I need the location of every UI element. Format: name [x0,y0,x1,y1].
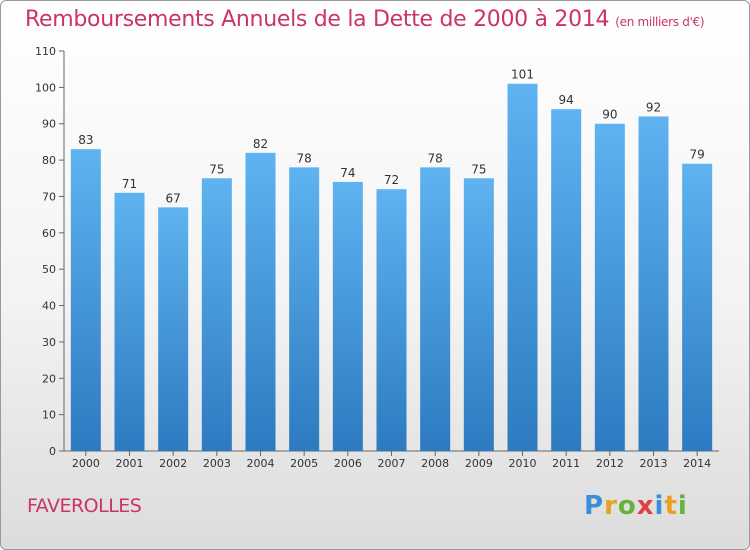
bar [551,109,582,451]
x-tick-label: 2006 [334,457,362,470]
x-tick-label: 2003 [203,457,231,470]
y-tick-label: 110 [35,45,56,58]
y-tick-label: 90 [42,118,56,131]
bar [245,152,276,451]
bar-value-label: 75 [209,162,224,176]
bar [70,149,101,451]
x-tick-label: 2004 [247,457,275,470]
y-tick-label: 20 [42,372,56,385]
bar [463,178,494,452]
bar [158,207,189,451]
chart-axes: 0 10 20 30 40 50 60 70 80 90 100 110 2000 2001 2002 200… [35,45,719,470]
bar [332,181,363,451]
y-tick-label: 60 [42,227,56,240]
y-tick-label: 30 [42,336,56,349]
bar [594,123,625,452]
y-tick-label: 100 [35,81,56,94]
bar-value-label: 78 [428,151,443,165]
x-tick-label: 2000 [72,457,100,470]
bar [376,189,407,451]
bar-value-label: 94 [559,93,574,107]
y-tick-label: 70 [42,190,56,203]
x-tick-label: 2008 [421,457,449,470]
bar-value-label: 101 [511,68,534,82]
bar [114,192,145,451]
bar-value-label: 79 [690,148,705,162]
bar [682,163,713,451]
chart-subtitle: (en milliers d'€) [615,15,705,29]
x-tick-label: 2011 [552,457,580,470]
commune-name: FAVEROLLES [27,495,142,517]
bar-value-label: 75 [471,162,486,176]
y-tick-label: 0 [49,445,56,458]
y-tick-label: 50 [42,263,56,276]
x-tick-label: 2001 [116,457,144,470]
bar [420,167,451,451]
y-tick-label: 80 [42,154,56,167]
proxiti-logo: Proxiti [584,491,688,521]
x-tick-label: 2002 [159,457,187,470]
bar-value-label: 71 [122,177,137,191]
x-tick-label: 2007 [378,457,406,470]
x-tick-label: 2013 [640,457,668,470]
bar-value-label: 92 [646,100,661,114]
y-tick-label: 40 [42,300,56,313]
bar [201,178,232,452]
chart-bars: 83 71 67 75 82 78 74 72 78 75 101 94 90 92 79 [70,68,713,452]
bar [638,116,669,452]
chart-title: Remboursements Annuels de la Dette de 20… [25,7,705,32]
bar [289,167,320,451]
x-tick-label: 2009 [465,457,493,470]
chart-title-text: Remboursements Annuels de la Dette de 20… [25,7,610,32]
bar-value-label: 67 [166,191,181,205]
x-tick-label: 2010 [509,457,537,470]
bar-value-label: 72 [384,173,399,187]
bar-value-label: 82 [253,137,268,151]
bar-value-label: 90 [602,108,617,122]
x-tick-label: 2005 [290,457,318,470]
bar [507,83,538,452]
y-tick-label: 10 [42,409,56,422]
bar-value-label: 78 [297,151,312,165]
x-tick-label: 2012 [596,457,624,470]
bar-value-label: 74 [340,166,355,180]
x-tick-label: 2014 [683,457,711,470]
bar-value-label: 83 [78,133,93,147]
